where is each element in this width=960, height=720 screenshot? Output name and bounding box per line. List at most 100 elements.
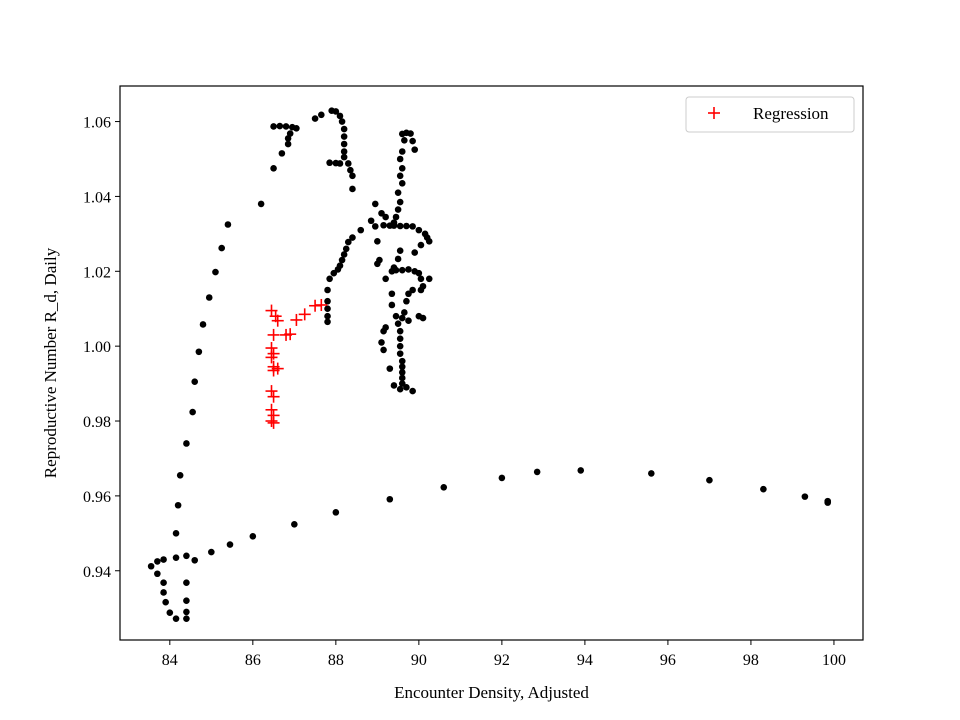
data-point: [577, 467, 585, 474]
data-point: [378, 209, 385, 217]
data-point: [396, 172, 404, 180]
data-point: [398, 180, 406, 187]
data-point: [324, 312, 331, 320]
data-point: [380, 346, 387, 354]
data-point: [183, 608, 190, 616]
data-point: [160, 579, 167, 587]
data-point: [183, 579, 190, 587]
data-point: [801, 493, 809, 500]
y-tick-label: 1.00: [83, 339, 111, 356]
regression-point: [290, 313, 303, 326]
data-point: [324, 286, 331, 294]
data-point: [270, 165, 277, 172]
data-point: [199, 321, 207, 328]
data-point: [396, 342, 404, 350]
data-point: [340, 133, 348, 140]
regression-point: [298, 308, 311, 321]
regression-point: [265, 385, 278, 398]
data-point: [401, 136, 408, 144]
data-point: [409, 387, 416, 395]
data-point: [403, 222, 410, 230]
data-point: [284, 135, 292, 142]
regression-point: [267, 328, 280, 341]
data-point: [172, 554, 180, 561]
data-point: [349, 185, 356, 193]
data-point: [340, 148, 348, 155]
data-point: [398, 148, 406, 155]
data-point: [382, 275, 389, 283]
y-tick-label: 0.98: [83, 414, 111, 431]
data-point: [398, 266, 406, 274]
data-point: [318, 111, 325, 119]
data-point: [172, 615, 180, 622]
data-point: [326, 159, 333, 167]
data-point: [326, 275, 333, 283]
data-point: [417, 286, 425, 294]
data-point: [824, 497, 832, 505]
data-point: [257, 200, 265, 208]
data-point: [398, 357, 406, 365]
data-point: [392, 312, 400, 320]
legend-marker-regression: [708, 107, 720, 119]
data-point: [183, 597, 190, 604]
data-point: [249, 533, 257, 540]
data-point: [357, 226, 365, 234]
data-point: [367, 217, 375, 225]
data-point: [394, 255, 402, 263]
data-point: [166, 609, 174, 616]
data-point: [419, 314, 427, 322]
data-point: [398, 374, 406, 382]
legend-label-regression: Regression: [753, 104, 829, 123]
data-point: [533, 468, 541, 476]
regression-point: [284, 328, 297, 341]
data-point: [396, 385, 404, 393]
data-point: [378, 339, 385, 346]
data-point: [154, 570, 161, 578]
data-point: [293, 124, 300, 132]
data-point: [392, 266, 400, 274]
data-point: [403, 297, 410, 305]
data-point: [160, 589, 167, 596]
data-point: [336, 160, 344, 167]
data-point: [340, 140, 348, 148]
data-point: [396, 327, 404, 335]
data-point: [394, 320, 402, 327]
data-point: [394, 206, 402, 213]
data-point: [760, 485, 767, 493]
data-point: [205, 294, 213, 301]
x-tick-label: 88: [328, 652, 344, 669]
data-point: [282, 123, 290, 130]
y-tick-label: 1.04: [83, 189, 111, 206]
regression-point: [265, 351, 278, 364]
data-point: [224, 221, 232, 228]
axes: 84 86 88 90 92 94 96 98 100 0.94 0.96 0.98 1.00 1.02 1…: [83, 85, 864, 669]
regression-point: [265, 415, 278, 428]
data-point: [218, 244, 225, 252]
data-point: [340, 251, 348, 258]
data-point: [212, 268, 219, 276]
plot-area: [120, 86, 863, 640]
data-point: [208, 548, 215, 556]
data-point: [411, 249, 419, 256]
data-point: [278, 150, 286, 157]
data-point: [401, 309, 408, 316]
x-axis-label: Encounter Density, Adjusted: [394, 683, 589, 702]
data-point: [338, 256, 346, 264]
data-points: [147, 107, 832, 622]
data-point: [398, 363, 406, 371]
data-point: [398, 165, 406, 172]
x-tick-label: 86: [245, 652, 261, 669]
regression-point: [271, 362, 284, 375]
data-point: [226, 541, 234, 548]
regression-point: [267, 390, 280, 403]
data-point: [405, 290, 412, 298]
data-point: [388, 301, 396, 309]
data-point: [396, 222, 404, 230]
data-point: [382, 324, 389, 331]
data-point: [183, 440, 190, 447]
data-point: [374, 260, 381, 268]
regression-point: [267, 416, 280, 429]
data-point: [409, 223, 416, 230]
data-point: [172, 530, 180, 537]
